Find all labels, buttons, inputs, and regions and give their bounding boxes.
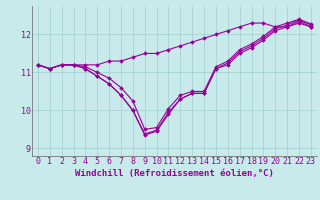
X-axis label: Windchill (Refroidissement éolien,°C): Windchill (Refroidissement éolien,°C) [75, 169, 274, 178]
